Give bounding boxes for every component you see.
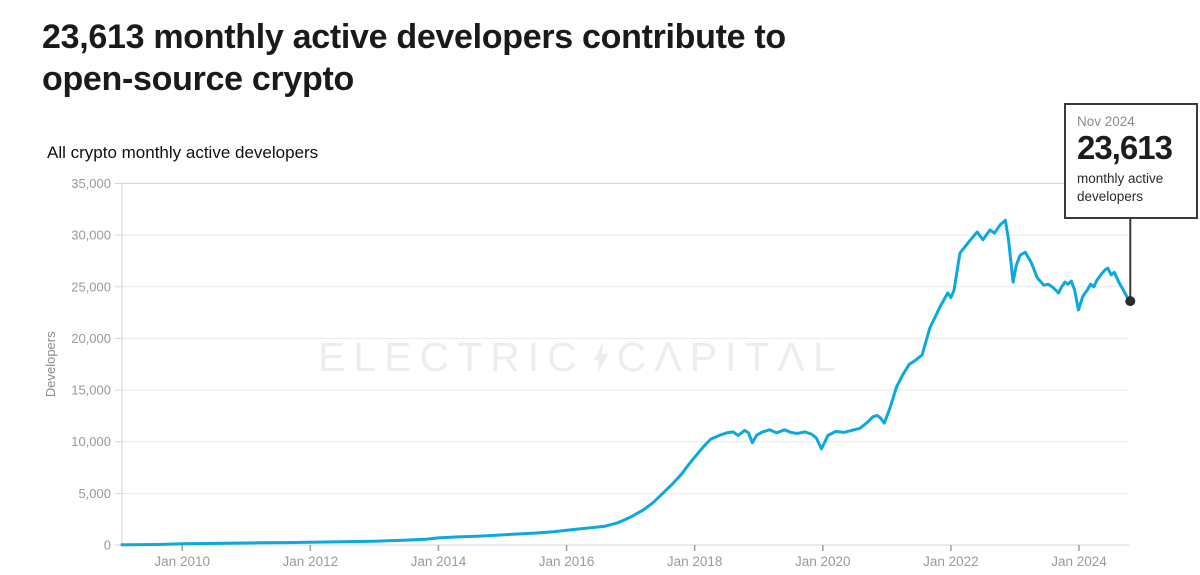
y-tick-label: 30,000: [71, 228, 111, 243]
callout-value: 23,613: [1077, 129, 1173, 166]
x-tick-label: Jan 2020: [795, 554, 851, 569]
x-tick-label: Jan 2016: [539, 554, 595, 569]
watermark-text-right: CΛPITΛL: [616, 334, 844, 380]
watermark-text-left: ELECTRIC: [318, 334, 585, 380]
series-line: [120, 218, 1132, 547]
watermark: ELECTRIC CΛPITΛL: [318, 334, 844, 381]
y-tick-label: 35,000: [71, 176, 111, 191]
callout-box: Nov 2024 23,613 monthly active developer…: [1064, 103, 1198, 219]
y-tick-label: 25,000: [71, 279, 111, 294]
x-tick-label: Jan 2024: [1051, 554, 1107, 569]
y-tick-label: 5,000: [78, 486, 111, 501]
x-tick-label: Jan 2018: [667, 554, 723, 569]
chart-subtitle: All crypto monthly active developers: [47, 143, 319, 162]
x-tick-label: Jan 2022: [923, 554, 979, 569]
x-tick-label: Jan 2012: [283, 554, 339, 569]
page-title: 23,613 monthly active developers contrib…: [42, 18, 786, 98]
y-tick-label: 0: [104, 538, 111, 553]
x-tick-label: Jan 2014: [411, 554, 467, 569]
lightning-bolt-icon: [593, 341, 609, 374]
y-tick-label: 15,000: [71, 383, 111, 398]
y-tick-label: 10,000: [71, 434, 111, 449]
x-tick-label: Jan 2010: [154, 554, 210, 569]
callout-caption: monthly active developers: [1077, 170, 1164, 204]
y-tick-label: 20,000: [71, 331, 111, 346]
y-axis-title: Developers: [43, 331, 58, 397]
callout-date: Nov 2024: [1077, 114, 1135, 129]
end-point-marker: [1125, 296, 1136, 307]
